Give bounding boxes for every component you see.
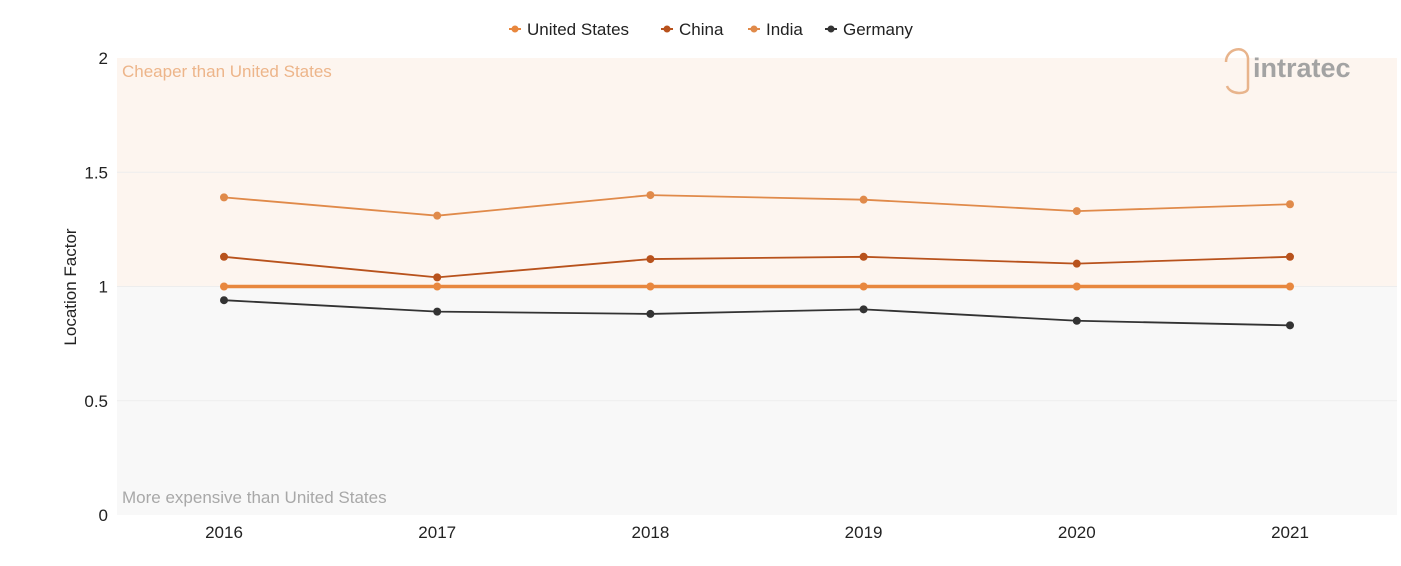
y-axis: 0 0.5 1 1.5 2 xyxy=(84,49,108,525)
y-tick-label: 0 xyxy=(99,506,108,525)
band-upper-label: Cheaper than United States xyxy=(122,62,332,81)
data-point[interactable] xyxy=(1072,207,1081,216)
data-point[interactable] xyxy=(646,282,655,291)
data-point[interactable] xyxy=(1286,321,1294,330)
data-point[interactable] xyxy=(1072,259,1081,268)
legend-label: India xyxy=(766,20,803,39)
data-point[interactable] xyxy=(1286,200,1294,209)
legend-marker-icon xyxy=(827,25,835,33)
data-point[interactable] xyxy=(1072,282,1081,291)
x-tick-label: 2016 xyxy=(205,523,243,542)
legend-label: China xyxy=(679,20,724,39)
series-lines xyxy=(220,191,1294,330)
data-point[interactable] xyxy=(1072,316,1081,325)
legend: United States China India Germany xyxy=(509,20,913,39)
series-line xyxy=(223,255,1291,279)
y-tick-label: 0.5 xyxy=(84,392,108,411)
data-point[interactable] xyxy=(646,309,655,318)
data-point[interactable] xyxy=(220,296,228,305)
intratec-logo: intratec xyxy=(1224,48,1351,95)
x-tick-label: 2017 xyxy=(418,523,456,542)
data-point[interactable] xyxy=(1286,282,1294,291)
legend-item[interactable]: China xyxy=(661,20,724,39)
data-point[interactable] xyxy=(859,282,868,291)
legend-marker-icon xyxy=(511,25,519,33)
y-tick-label: 2 xyxy=(99,49,108,68)
series-united-states xyxy=(220,282,1294,291)
legend-label: Germany xyxy=(843,20,913,39)
data-point[interactable] xyxy=(220,252,228,261)
y-tick-label: 1.5 xyxy=(84,163,108,182)
data-point[interactable] xyxy=(859,195,868,204)
y-tick-label: 1 xyxy=(99,278,108,297)
series-india xyxy=(220,191,1294,220)
x-axis: 2016 2017 2018 2019 2020 2021 xyxy=(205,523,1309,542)
data-point[interactable] xyxy=(433,211,442,220)
x-tick-label: 2020 xyxy=(1058,523,1096,542)
data-point[interactable] xyxy=(646,255,655,264)
logo-swirl-icon xyxy=(1224,48,1250,95)
x-tick-label: 2018 xyxy=(631,523,669,542)
legend-marker-icon xyxy=(663,25,671,33)
data-point[interactable] xyxy=(433,282,442,291)
series-line xyxy=(223,194,1291,217)
series-germany xyxy=(220,296,1294,330)
legend-marker-icon xyxy=(750,25,758,33)
series-line xyxy=(223,299,1291,327)
data-point[interactable] xyxy=(220,282,228,291)
legend-label: United States xyxy=(527,20,629,39)
logo-text: intratec xyxy=(1253,53,1351,83)
legend-item[interactable]: United States xyxy=(509,20,629,39)
legend-item[interactable]: Germany xyxy=(825,20,913,39)
data-point[interactable] xyxy=(859,252,868,261)
data-point[interactable] xyxy=(433,273,442,282)
x-tick-label: 2019 xyxy=(845,523,883,542)
series-china xyxy=(220,252,1294,282)
data-point[interactable] xyxy=(859,305,868,314)
data-point[interactable] xyxy=(646,191,655,200)
y-axis-title: Location Factor xyxy=(61,228,80,346)
x-tick-label: 2021 xyxy=(1271,523,1309,542)
band-lower-label: More expensive than United States xyxy=(122,488,387,507)
data-point[interactable] xyxy=(1286,252,1294,261)
data-point[interactable] xyxy=(220,193,228,202)
legend-item[interactable]: India xyxy=(748,20,803,39)
data-point[interactable] xyxy=(433,307,442,316)
